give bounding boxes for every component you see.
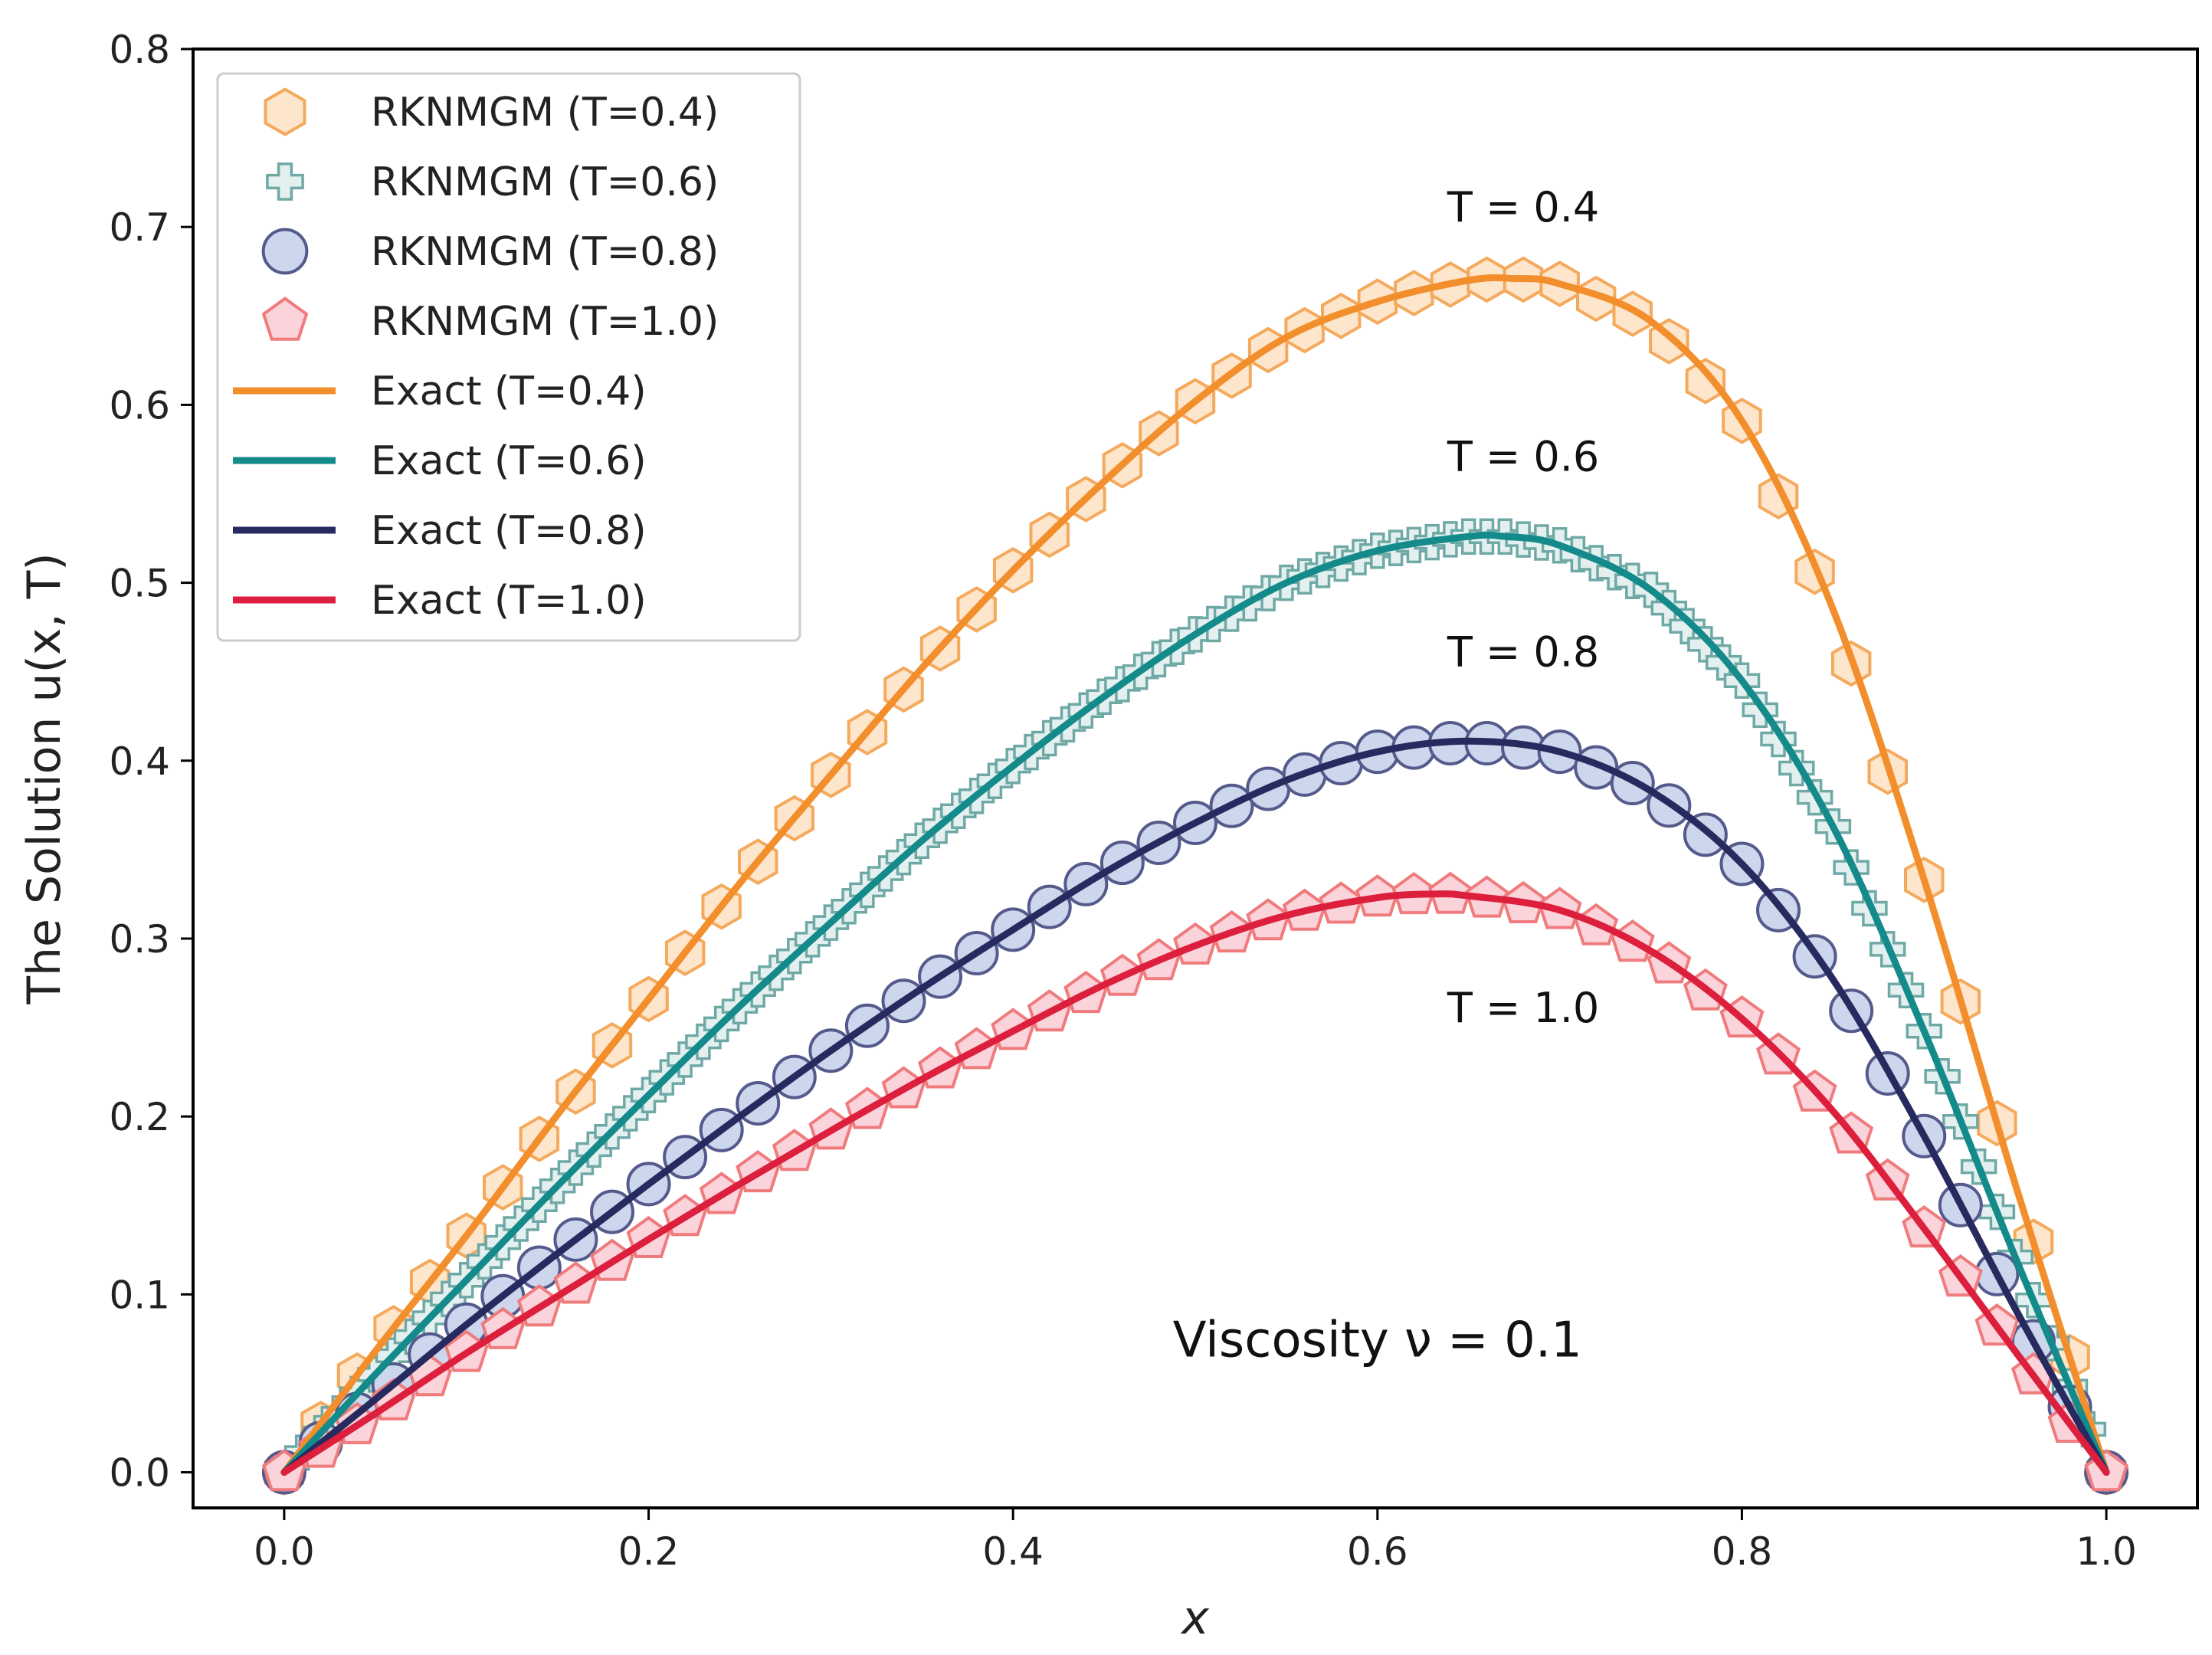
x-axis-title: x xyxy=(1180,1591,1209,1645)
series-line-exact-t-0-6- xyxy=(280,531,2110,1476)
legend-marker xyxy=(266,162,304,201)
time-annotation: T = 0.8 xyxy=(1447,628,1599,677)
time-annotation: T = 0.4 xyxy=(1447,183,1599,231)
y-tick-label: 0.1 xyxy=(109,1273,170,1317)
legend-label: Exact (T=1.0) xyxy=(371,578,647,624)
legend-label: Exact (T=0.4) xyxy=(371,369,647,415)
lines-layer xyxy=(280,274,2110,1476)
legend-label: Exact (T=0.6) xyxy=(371,438,647,484)
axes-frame xyxy=(192,48,2199,1509)
time-annotation: T = 0.6 xyxy=(1447,432,1599,480)
data-point-marker xyxy=(1685,357,1726,405)
y-tick-label: 0.0 xyxy=(109,1451,170,1496)
legend: RKNMGM (T=0.4) RKNMGM (T=0.6) RKNMGM (T=0.… xyxy=(216,72,801,642)
data-point-marker xyxy=(1778,749,1815,787)
x-tick-label: 1.0 xyxy=(2076,1529,2137,1574)
x-tick-label: 0.0 xyxy=(254,1529,315,1574)
x-tick-label: 0.4 xyxy=(982,1529,1044,1574)
plot-area xyxy=(261,256,2129,1496)
legend-box xyxy=(216,72,801,642)
time-annotation: T = 1.0 xyxy=(1447,984,1599,1032)
y-axis: 0.0 0.1 0.2 0.3 0.4 0.5 0.6 0.7 0.8 xyxy=(109,28,193,1496)
x-tick-label: 0.8 xyxy=(1712,1529,1773,1574)
y-axis-title: The Solution u(x, T) xyxy=(18,552,71,1004)
series-line-exact-t-0-4- xyxy=(280,274,2110,1476)
x-tick-label: 0.6 xyxy=(1347,1529,1408,1574)
y-tick-label: 0.6 xyxy=(109,383,170,428)
legend-label: RKNMGM (T=0.6) xyxy=(371,159,719,205)
series-line-exact-t-1-0- xyxy=(280,890,2110,1476)
series-line-exact-t-0-8- xyxy=(280,737,2110,1476)
legend-label: Exact (T=0.8) xyxy=(371,508,647,554)
x-axis: 0.0 0.2 0.4 0.6 0.8 1.0 xyxy=(254,1508,2137,1574)
legend-marker xyxy=(264,87,306,136)
legend-marker xyxy=(261,297,309,341)
y-tick-label: 0.8 xyxy=(109,28,170,72)
annotations: T = 0.4 T = 0.6 T = 0.8 T = 1.0 Viscosity ν … xyxy=(1173,183,1600,1368)
viscosity-annotation: Viscosity ν = 0.1 xyxy=(1173,1313,1582,1369)
y-tick-label: 0.4 xyxy=(109,739,170,784)
legend-marker xyxy=(261,228,309,275)
y-tick-label: 0.3 xyxy=(109,917,170,962)
legend-label: RKNMGM (T=0.4) xyxy=(371,90,719,136)
legend-label: RKNMGM (T=1.0) xyxy=(371,299,719,345)
data-point-marker xyxy=(1760,720,1797,758)
y-tick-label: 0.7 xyxy=(109,205,170,250)
data-point-marker xyxy=(1596,553,1633,591)
y-tick-label: 0.2 xyxy=(109,1095,170,1139)
y-tick-label: 0.5 xyxy=(109,562,170,606)
legend-label: RKNMGM (T=0.8) xyxy=(371,229,719,275)
x-tick-label: 0.2 xyxy=(618,1529,680,1574)
